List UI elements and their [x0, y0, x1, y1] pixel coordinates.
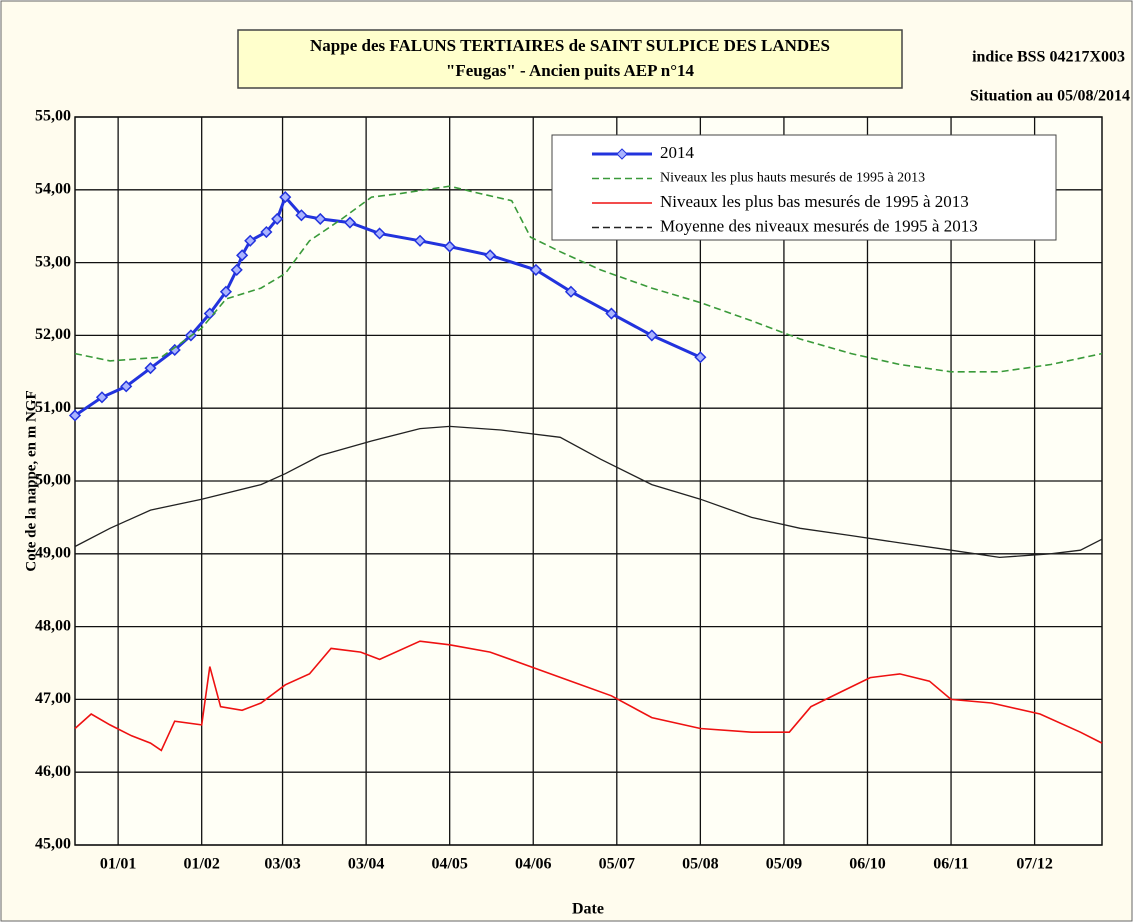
- legend-label: 2014: [660, 143, 695, 162]
- chart-title: Nappe des FALUNS TERTIAIRES de SAINT SUL…: [310, 36, 830, 55]
- y-tick-label: 45,00: [35, 836, 71, 853]
- y-tick-label: 47,00: [35, 690, 71, 707]
- data-point: [605, 307, 618, 320]
- annotation: Situation au 05/08/2014: [970, 88, 1130, 105]
- data-point: [413, 234, 427, 247]
- y-tick-label: 53,00: [35, 253, 71, 270]
- data-point: [564, 285, 578, 298]
- data-point: [694, 351, 707, 364]
- data-point: [645, 329, 658, 342]
- title-box: [237, 29, 903, 89]
- x-tick-label: 03/03: [264, 856, 300, 873]
- y-tick-label: 48,00: [35, 617, 71, 634]
- annotation: indice BSS 04217X003: [972, 49, 1125, 66]
- data-point: [95, 391, 109, 404]
- x-tick-label: 04/05: [431, 856, 467, 873]
- y-tick-label: 50,00: [35, 472, 71, 489]
- data-point: [443, 240, 456, 253]
- data-point: [236, 249, 249, 262]
- x-tick-label: 07/12: [1016, 856, 1052, 873]
- x-tick-label: 03/04: [348, 856, 384, 873]
- data-point: [271, 212, 284, 225]
- y-axis-label: Cote de la nappe, en m NGF: [23, 390, 39, 571]
- chart-subtitle: "Feugas" - Ancien puits AEP n°14: [446, 61, 695, 80]
- plot-border: [74, 116, 1103, 846]
- series-group: [68, 185, 1103, 752]
- data-point: [168, 343, 181, 357]
- legend-label: Moyenne des niveaux mesurés de 1995 à 20…: [660, 216, 978, 235]
- y-tick-label: 51,00: [35, 399, 71, 416]
- legend-marker: [616, 148, 628, 160]
- series-line: [74, 425, 1103, 559]
- x-tick-label: 06/10: [849, 856, 885, 873]
- data-point: [68, 409, 82, 422]
- x-tick-label: 01/02: [183, 856, 219, 873]
- x-tick-label: 05/09: [766, 856, 802, 873]
- y-tick-label: 49,00: [35, 544, 71, 561]
- data-point: [144, 362, 157, 375]
- legend-label: Niveaux les plus bas mesurés de 1995 à 2…: [660, 192, 969, 211]
- data-point: [219, 285, 233, 298]
- y-tick-label: 54,00: [35, 180, 71, 197]
- data-point: [244, 234, 257, 247]
- data-point: [484, 249, 497, 262]
- series-line: [74, 640, 1103, 752]
- x-tick-label: 04/06: [515, 856, 551, 873]
- y-tick-label: 52,00: [35, 326, 71, 343]
- legend: 2014 Niveaux les plus hauts mesurés de 19…: [592, 143, 978, 235]
- x-axis-label: Date: [572, 901, 604, 918]
- data-point: [343, 216, 357, 229]
- x-tick-label: 01/01: [100, 856, 136, 873]
- legend-label: Niveaux les plus hauts mesurés de 1995 à…: [660, 171, 925, 186]
- x-tick-label: 05/08: [682, 856, 718, 873]
- x-tick-label: 06/11: [933, 856, 969, 873]
- data-point: [314, 212, 327, 225]
- data-point: [529, 263, 542, 276]
- data-point: [279, 191, 292, 204]
- series-line: [74, 185, 1103, 373]
- data-point: [230, 263, 243, 276]
- y-tick-label: 46,00: [35, 763, 71, 780]
- data-point: [295, 209, 308, 222]
- data-point: [373, 227, 386, 240]
- data-point: [260, 225, 273, 239]
- y-tick-label: 55,00: [35, 108, 71, 125]
- x-tick-label: 05/07: [599, 856, 635, 873]
- data-point: [120, 380, 133, 393]
